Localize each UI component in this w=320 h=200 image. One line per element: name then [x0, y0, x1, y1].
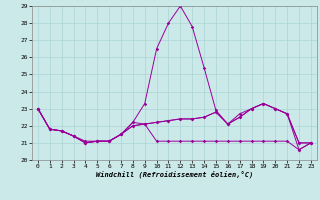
X-axis label: Windchill (Refroidissement éolien,°C): Windchill (Refroidissement éolien,°C): [96, 171, 253, 178]
